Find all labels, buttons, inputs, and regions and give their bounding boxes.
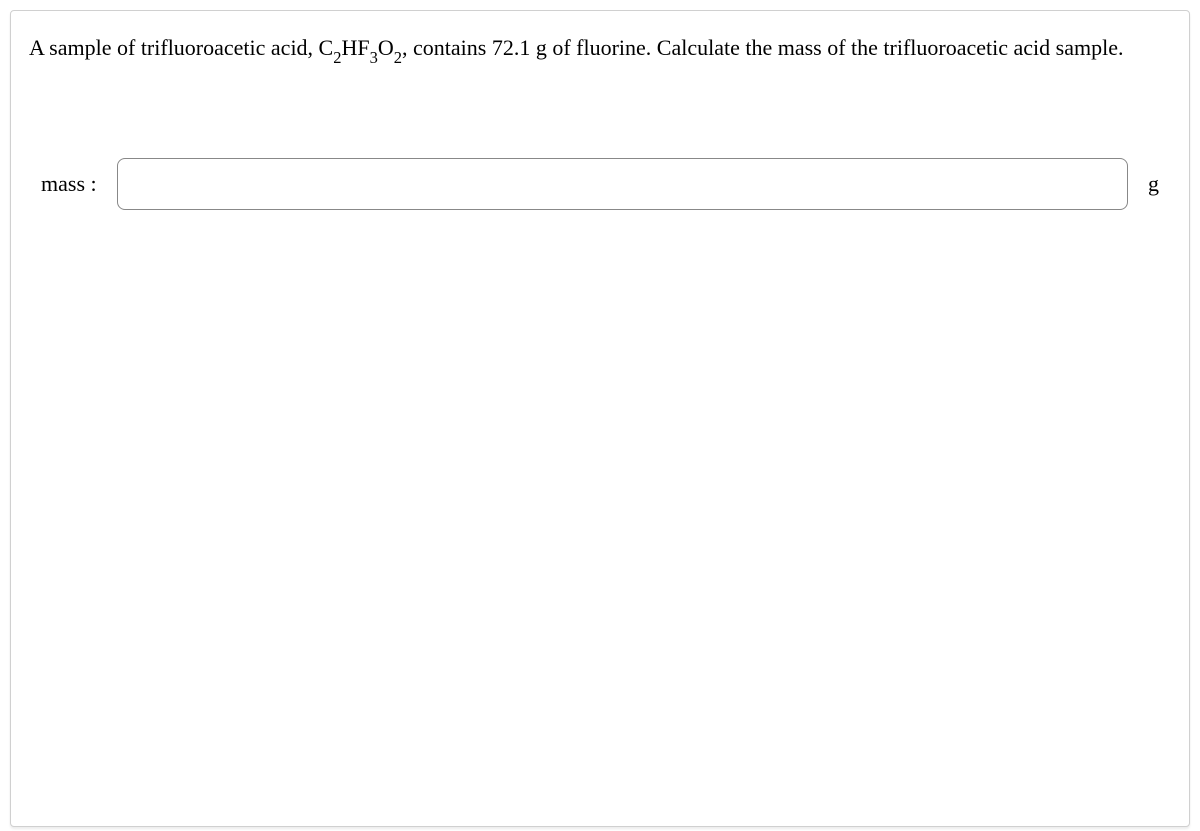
formula-mid-2: O	[378, 35, 394, 60]
mass-input[interactable]	[117, 158, 1128, 210]
answer-row: mass : g	[29, 158, 1171, 210]
formula-mid-1: HF	[341, 35, 369, 60]
formula-sub-2: 3	[370, 48, 378, 67]
question-container: A sample of trifluoroacetic acid, C2HF3O…	[10, 10, 1190, 827]
question-text-post: , contains 72.1 g of fluorine. Calculate…	[402, 35, 1124, 60]
formula-sub-1: 2	[333, 48, 341, 67]
answer-unit: g	[1148, 171, 1159, 197]
question-prompt: A sample of trifluoroacetic acid, C2HF3O…	[29, 31, 1171, 68]
answer-label: mass :	[41, 171, 97, 197]
formula-sub-3: 2	[394, 48, 402, 67]
question-text-pre: A sample of trifluoroacetic acid, C	[29, 35, 333, 60]
